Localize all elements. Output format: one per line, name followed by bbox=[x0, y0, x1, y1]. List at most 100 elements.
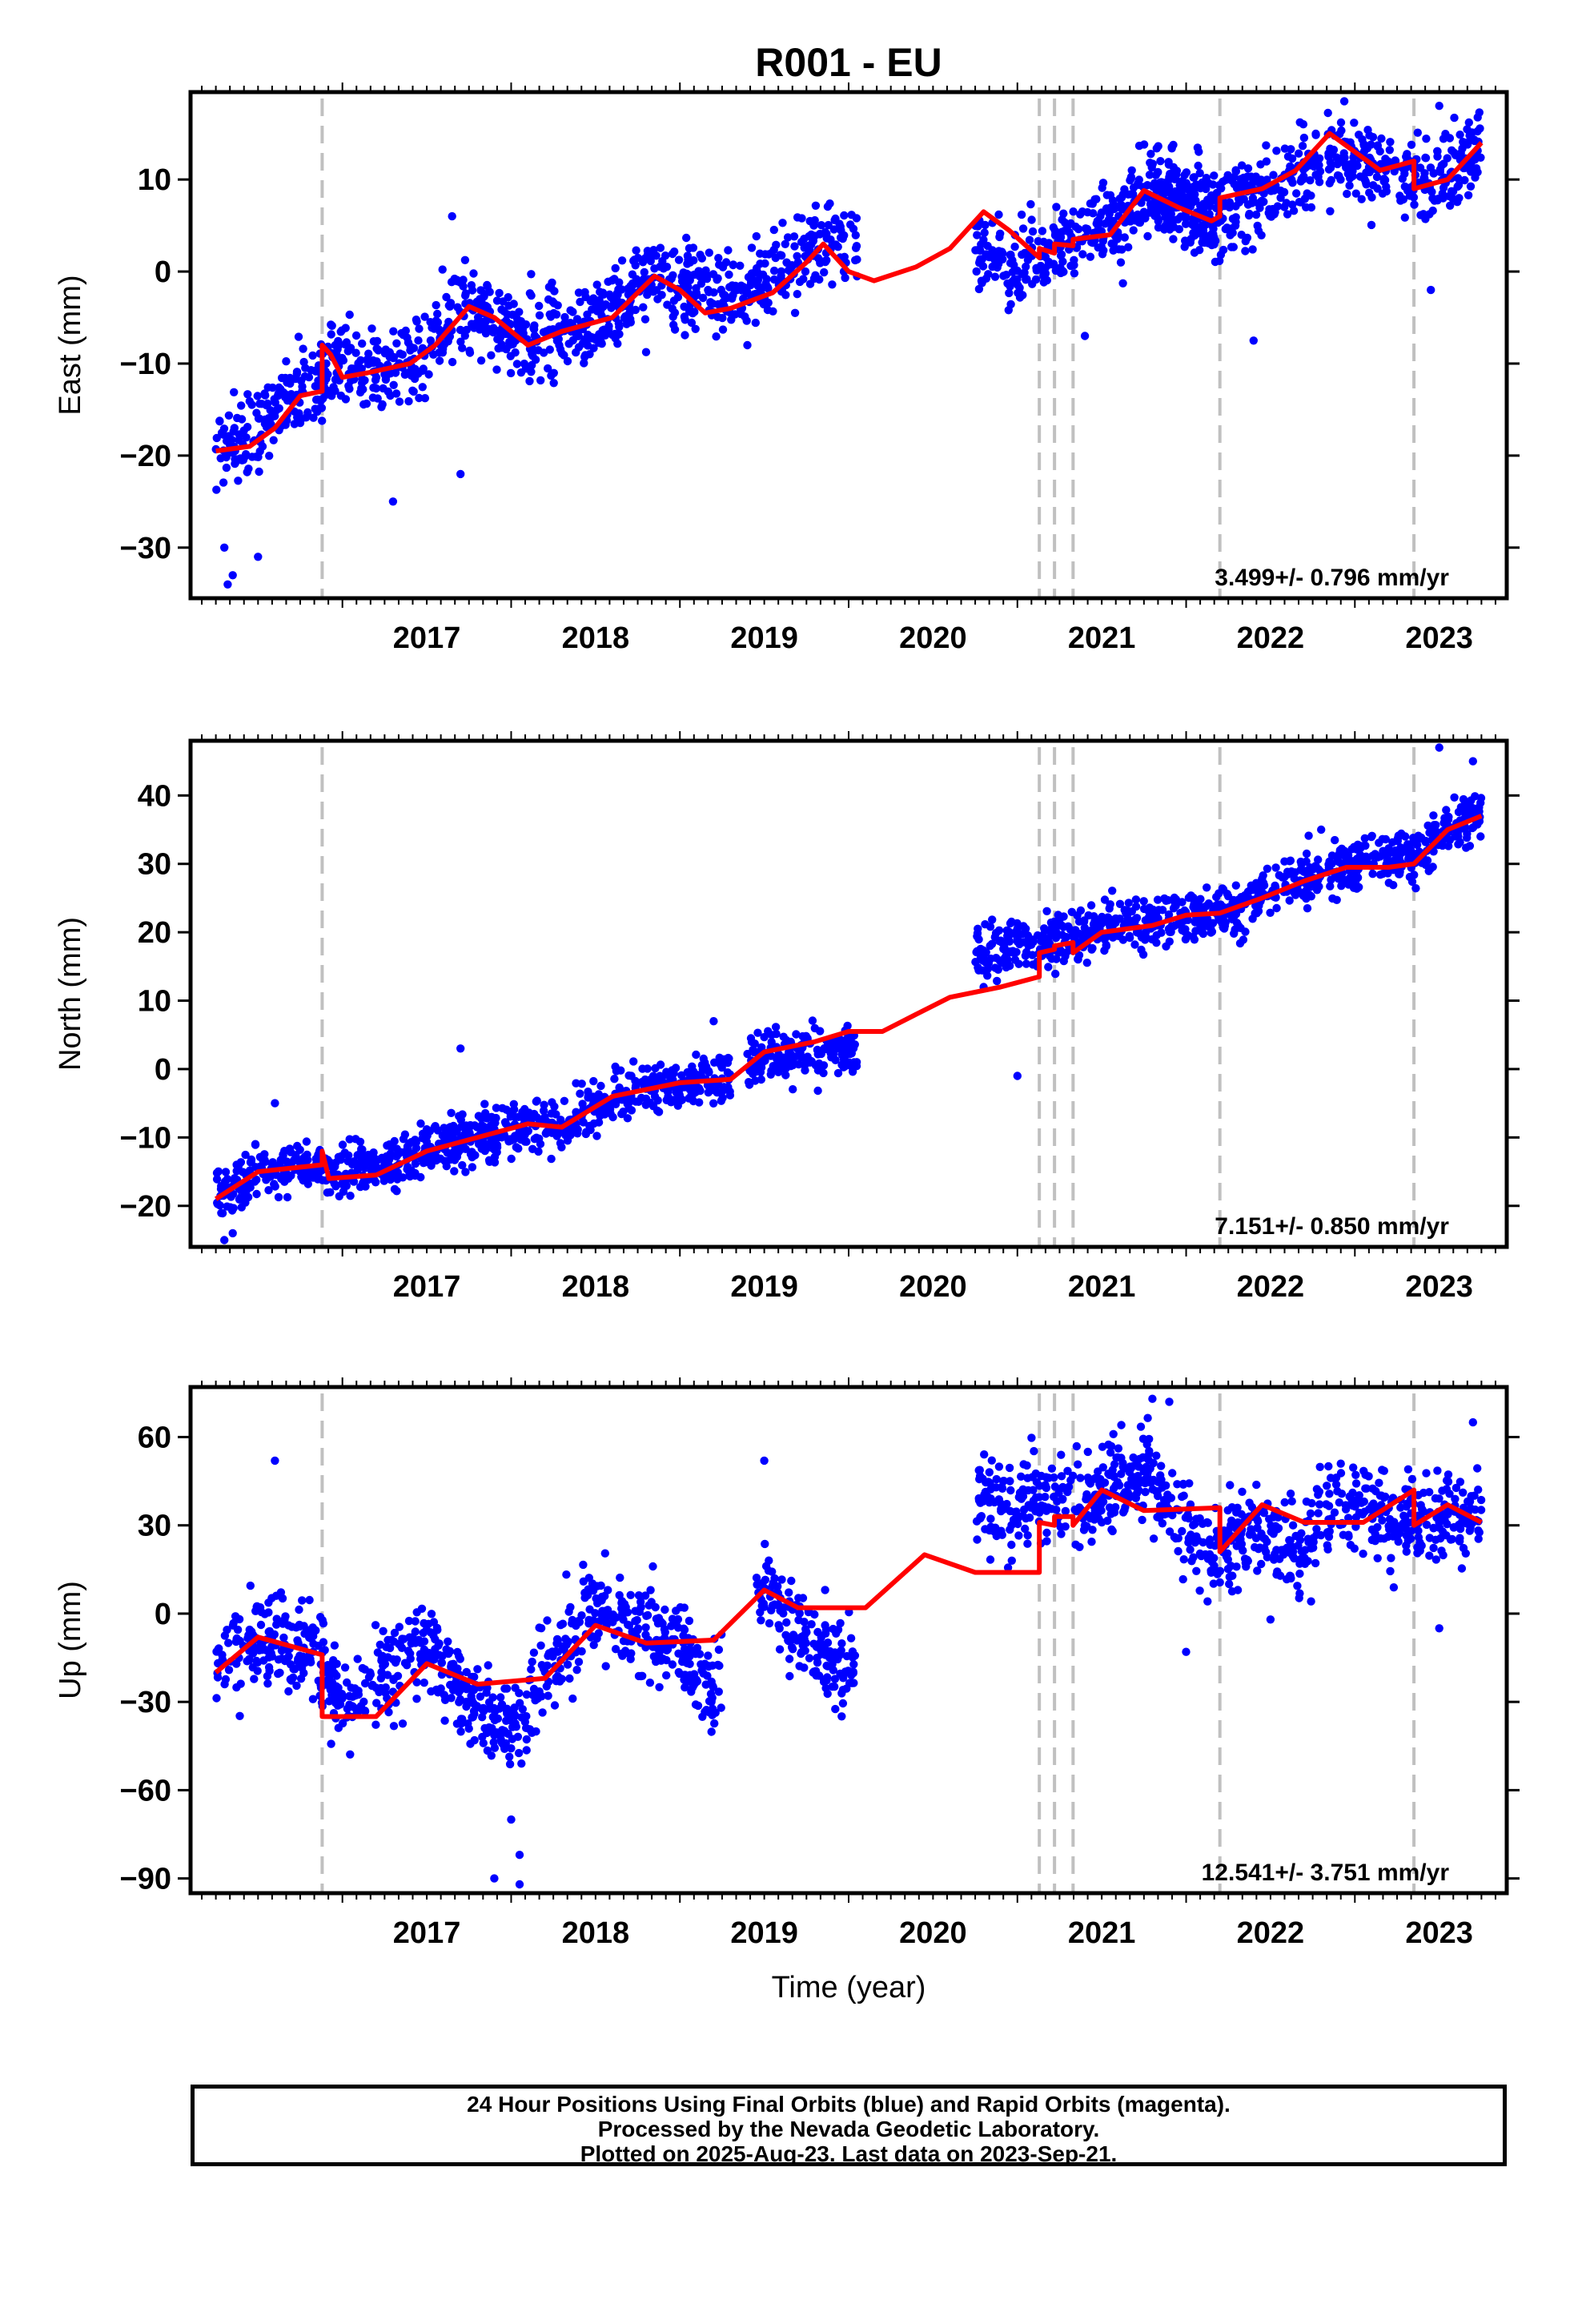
panel-north-data-point bbox=[1008, 947, 1018, 955]
panel-east-data-point bbox=[1038, 227, 1047, 235]
panel-north-data-point bbox=[718, 1093, 727, 1103]
panel-east-data-point bbox=[1044, 260, 1054, 269]
panel-up-data-point bbox=[296, 1675, 306, 1683]
panel-east-data-point bbox=[630, 255, 639, 264]
panel-east-data-point bbox=[469, 269, 478, 278]
panel-east-data-point bbox=[348, 364, 358, 373]
panel-up-data-point bbox=[539, 1664, 548, 1673]
panel-east-data-point bbox=[1367, 220, 1376, 230]
panel-up-data-point bbox=[351, 1691, 360, 1700]
panel-north-data-point bbox=[604, 1106, 613, 1115]
panel-north-data-point bbox=[1304, 831, 1313, 840]
panel-east-data-point bbox=[1407, 140, 1416, 149]
panel-east-data-point bbox=[1438, 189, 1447, 198]
panel-north-data-point bbox=[1196, 916, 1205, 925]
panel-east-data-point bbox=[1165, 172, 1174, 182]
panel-north-data-point bbox=[1442, 806, 1451, 814]
panel-east-data-point bbox=[1367, 193, 1376, 202]
panel-east-data-point bbox=[253, 392, 262, 400]
panel-east-data-point bbox=[1336, 118, 1346, 127]
panel-up-data-point bbox=[323, 1665, 332, 1675]
panel-north-data-point bbox=[1236, 923, 1245, 933]
panel-up-data-point bbox=[272, 1620, 281, 1629]
panel-east-data-point bbox=[323, 390, 331, 399]
panel-east-xtick-label: 2020 bbox=[899, 621, 967, 655]
panel-east-data-point bbox=[1400, 182, 1410, 191]
panel-east-data-point bbox=[216, 454, 225, 463]
panel-north-data-point bbox=[819, 1061, 829, 1070]
panel-east-data-point bbox=[1115, 194, 1125, 203]
panel-up-data-point bbox=[394, 1639, 404, 1648]
panel-east-data-point bbox=[445, 302, 455, 311]
panel-east-data-point bbox=[480, 289, 489, 299]
panel-east-data-point bbox=[461, 291, 470, 300]
panel-east-data-point bbox=[1241, 247, 1250, 255]
panel-up-data-point bbox=[284, 1687, 293, 1696]
panel-east-data-point bbox=[1447, 187, 1456, 195]
panel-up-data-point bbox=[509, 1709, 519, 1718]
panel-east-data-point bbox=[359, 400, 368, 409]
panel-east-data-point bbox=[1139, 140, 1149, 149]
panel-east-data-point bbox=[438, 265, 447, 274]
panel-east-data-point bbox=[984, 270, 993, 279]
panel-up-data-point bbox=[487, 1751, 496, 1760]
panel-east-data-point bbox=[604, 325, 613, 334]
panel-east-data-point bbox=[817, 221, 826, 230]
panel-east-data-point bbox=[728, 291, 737, 300]
panel-up-data-point bbox=[668, 1660, 677, 1669]
panel-north-data-point bbox=[743, 1049, 752, 1059]
panel-east-data-point bbox=[1243, 233, 1252, 243]
panel-east-data-point bbox=[1445, 134, 1455, 143]
panel-up-data-point bbox=[427, 1687, 436, 1696]
panel-up-data-point bbox=[502, 1716, 511, 1725]
panel-up-data-point bbox=[403, 1661, 412, 1670]
panel-north-data-point bbox=[650, 1092, 660, 1101]
panel-east-data-point bbox=[978, 278, 986, 287]
panel-east-data-point bbox=[846, 220, 855, 229]
panel-east-plot-area bbox=[211, 97, 1485, 598]
panel-north-data-point bbox=[596, 1081, 605, 1091]
panel-east-data-point bbox=[1034, 237, 1042, 246]
panel-north-data-point bbox=[1252, 903, 1262, 912]
panel-east-data-point bbox=[544, 295, 553, 304]
panel-east-data-point bbox=[1400, 213, 1410, 222]
panel-north-data-point bbox=[302, 1137, 311, 1146]
panel-north-data-point bbox=[456, 1116, 465, 1124]
panel-east-data-point bbox=[227, 439, 235, 448]
panel-east-data-point bbox=[1421, 153, 1430, 163]
panel-east-data-point bbox=[1272, 147, 1281, 155]
panel-north-data-point bbox=[757, 1043, 766, 1052]
panel-north-data-point bbox=[1144, 906, 1153, 915]
panel-east-data-point bbox=[1403, 153, 1411, 162]
panel-north-data-point bbox=[1059, 956, 1069, 966]
panel-east-data-point bbox=[239, 426, 248, 435]
panel-up-data-point bbox=[453, 1647, 462, 1657]
panel-east-data-point bbox=[1248, 245, 1257, 254]
panel-up-data-point bbox=[652, 1657, 661, 1667]
panel-up-data-point bbox=[535, 1623, 544, 1632]
panel-north-data-point bbox=[213, 1200, 222, 1208]
panel-north-data-point bbox=[641, 1100, 650, 1109]
panel-up-data-point bbox=[462, 1667, 471, 1677]
panel-east-ytick-label: 10 bbox=[138, 163, 171, 197]
panel-up-data-point bbox=[456, 1727, 465, 1736]
panel-north-data-point bbox=[1171, 895, 1181, 904]
panel-north-data-point bbox=[685, 1094, 693, 1103]
panel-up-data-point bbox=[345, 1700, 354, 1709]
panel-north-xtick-label: 2023 bbox=[1405, 1270, 1473, 1304]
panel-up-data-point bbox=[376, 1674, 386, 1683]
panel-up-data-point bbox=[360, 1707, 370, 1716]
panel-north-data-point bbox=[1042, 907, 1051, 916]
panel-north-data-point bbox=[430, 1123, 439, 1132]
panel-east-data-point bbox=[1215, 256, 1224, 265]
panel-north-data-point bbox=[1404, 848, 1413, 858]
panel-east-outlier-point bbox=[223, 580, 232, 589]
panel-east-data-point bbox=[1300, 195, 1310, 203]
panel-east-data-point bbox=[605, 290, 614, 299]
panel-up-data-point bbox=[360, 1665, 369, 1674]
panel-north-data-point bbox=[643, 1064, 652, 1073]
panel-north-data-point bbox=[1231, 881, 1241, 890]
panel-up-data-point bbox=[319, 1638, 328, 1647]
